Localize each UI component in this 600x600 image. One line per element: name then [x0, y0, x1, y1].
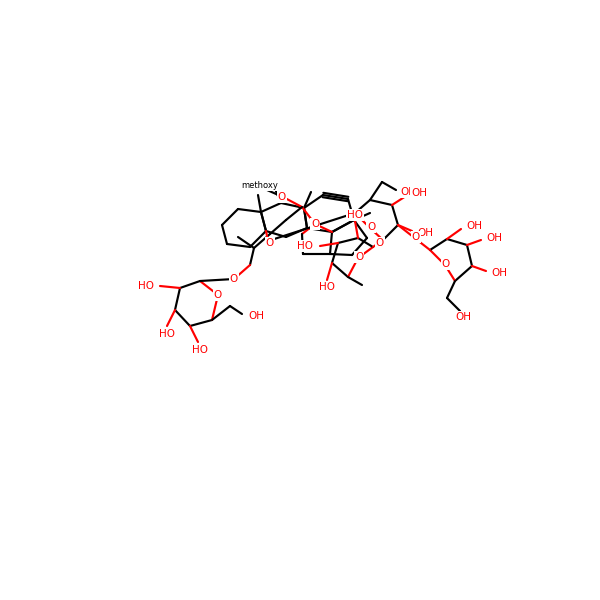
Text: OH: OH — [248, 311, 264, 321]
Text: O: O — [442, 259, 450, 269]
Text: O: O — [355, 252, 363, 262]
Text: O: O — [311, 219, 319, 229]
Text: O: O — [412, 232, 420, 242]
Text: O: O — [214, 290, 222, 300]
Text: O: O — [266, 238, 274, 248]
Text: O: O — [367, 222, 375, 232]
Text: O: O — [230, 274, 238, 284]
Text: HO: HO — [319, 282, 335, 292]
Text: HO: HO — [138, 281, 154, 291]
Text: OH: OH — [455, 312, 471, 322]
Text: OH: OH — [417, 228, 433, 238]
Text: O: O — [278, 192, 286, 202]
Text: HO: HO — [297, 241, 313, 251]
Text: HO: HO — [192, 345, 208, 355]
Text: OH: OH — [491, 268, 507, 278]
Text: OH: OH — [411, 188, 427, 198]
Text: methoxy: methoxy — [242, 181, 278, 191]
Text: HO: HO — [159, 329, 175, 339]
Text: HO: HO — [347, 210, 363, 220]
Text: OH: OH — [486, 233, 502, 243]
Text: OH: OH — [466, 221, 482, 231]
Text: O: O — [376, 238, 384, 248]
Text: OH: OH — [400, 187, 416, 197]
